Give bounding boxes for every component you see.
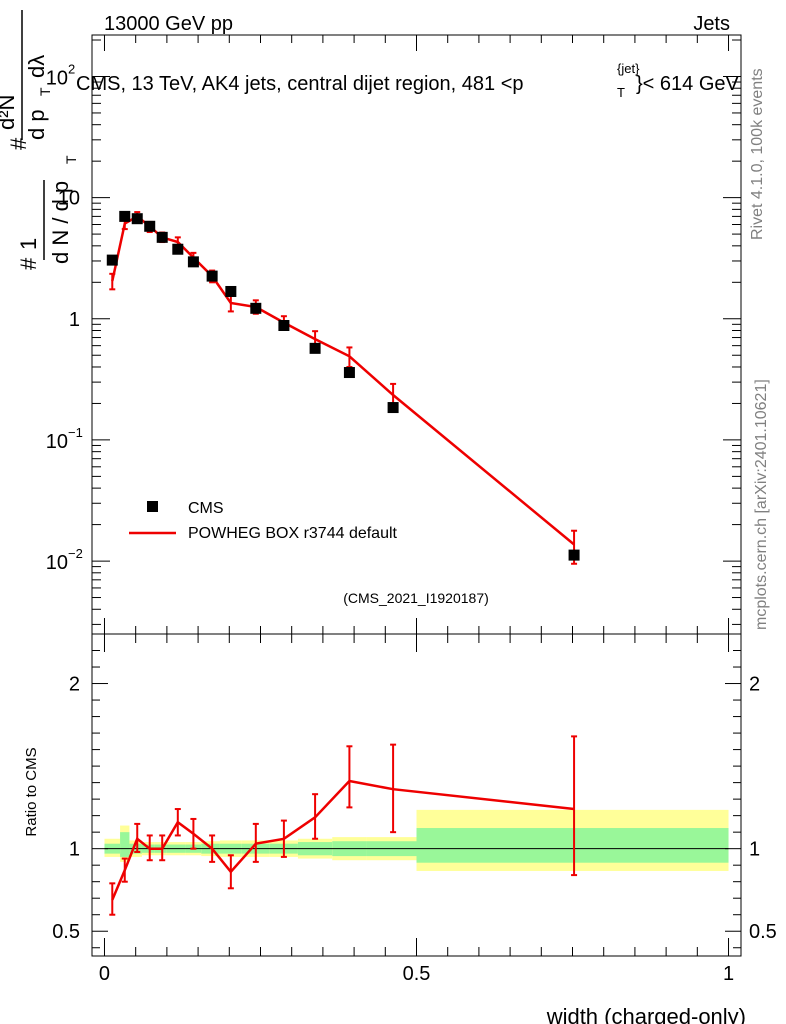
main-y-tick-label: 10 bbox=[46, 431, 68, 453]
chart-title-sup: {jet} bbox=[617, 61, 640, 76]
header-right: Jets bbox=[693, 13, 730, 35]
main-ylabel-hash2: # bbox=[6, 137, 31, 150]
mcplots-label: mcplots.cern.ch [arXiv:2401.10621] bbox=[753, 379, 770, 630]
analysis-id-annotation: (CMS_2021_I1920187) bbox=[343, 590, 489, 606]
cms-data-point bbox=[278, 319, 290, 331]
ratio-y-tick-label-right: 1 bbox=[749, 839, 760, 861]
rivet-label: Rivet 4.1.0, 100k events bbox=[749, 68, 766, 240]
ratio-mc-line bbox=[111, 779, 575, 901]
cms-data-point bbox=[343, 367, 355, 379]
main-ylabel-dlam: dλ bbox=[24, 55, 49, 78]
cms-data-point bbox=[187, 256, 199, 268]
chart-title-main: CMS, 13 TeV, AK4 jets, central dijet reg… bbox=[76, 73, 524, 95]
main-y-tick-label: 10 bbox=[46, 552, 68, 574]
ratio-mc-series bbox=[109, 735, 578, 916]
ratio-y-tick-label: 1 bbox=[69, 839, 80, 861]
cms-data-point bbox=[106, 254, 118, 266]
main-ylabel-numerator: 1 bbox=[16, 238, 41, 250]
ratio-x-tick-label: 0.5 bbox=[403, 963, 431, 985]
ratio-uncertainty-bands bbox=[104, 809, 729, 871]
main-y-tick-exponent: −2 bbox=[68, 546, 83, 561]
ratio-ylabel: Ratio to CMS bbox=[23, 747, 40, 836]
main-ylabel: # 1 d N / d p T # d²N d p T dλ bbox=[0, 10, 79, 270]
main-y-tick-label: 10 bbox=[46, 67, 68, 89]
ratio-y-tick-label-right: 2 bbox=[749, 674, 760, 696]
cms-data-point bbox=[131, 213, 143, 225]
legend-marker-cms bbox=[147, 501, 158, 512]
legend: CMS POWHEG BOX r3744 default bbox=[129, 500, 398, 542]
main-y-tick-exponent: −1 bbox=[68, 425, 83, 440]
header-left: 13000 GeV pp bbox=[104, 13, 233, 35]
cms-data-point bbox=[144, 220, 156, 232]
cms-data-point bbox=[119, 210, 131, 222]
ratio-band-inner bbox=[416, 828, 729, 863]
main-ylabel-d2n: d²N bbox=[0, 95, 19, 130]
cms-data-point bbox=[250, 302, 262, 314]
main-y-minor-ticks bbox=[92, 39, 741, 625]
ratio-y-tick-label: 2 bbox=[69, 674, 80, 696]
legend-label-powheg: POWHEG BOX r3744 default bbox=[188, 525, 398, 542]
main-frame bbox=[91, 34, 742, 635]
ratio-y-tick-label: 0.5 bbox=[52, 921, 80, 943]
main-ylabel-denominator: d N / d p bbox=[48, 181, 73, 264]
cms-data-point bbox=[309, 342, 321, 354]
ratio-frame bbox=[91, 633, 742, 957]
ratio-x-tick-label: 0 bbox=[99, 963, 110, 985]
ratio-x-tick-label: 1 bbox=[723, 963, 734, 985]
cms-series bbox=[106, 210, 580, 561]
cms-data-point bbox=[156, 231, 168, 243]
ratio-y-tick-label-right: 0.5 bbox=[749, 921, 777, 943]
legend-label-cms: CMS bbox=[188, 500, 224, 517]
chart-title-tail: }< 614 GeV bbox=[636, 73, 740, 95]
main-y-tick-label: 10 bbox=[58, 188, 80, 210]
mc-line bbox=[111, 214, 575, 546]
chart-title: CMS, 13 TeV, AK4 jets, central dijet reg… bbox=[76, 61, 740, 100]
cms-data-point bbox=[206, 270, 218, 282]
main-ylabel-hash: # bbox=[16, 257, 41, 270]
ratio-band-inner bbox=[120, 832, 130, 857]
cms-data-point bbox=[172, 243, 184, 255]
main-y-tick-exponent: 2 bbox=[68, 61, 75, 76]
main-ylabel-sub2: T bbox=[37, 87, 53, 96]
cms-data-point bbox=[225, 285, 237, 297]
ratio-panel: 0.5 0.5 1 1 2 2 0 0.5 1 bbox=[52, 633, 777, 985]
main-y-tick-label: 1 bbox=[69, 309, 80, 331]
x-axis-title: width (charged-only) bbox=[546, 1004, 746, 1024]
main-ylabel-sub: T bbox=[63, 155, 79, 164]
mc-series bbox=[109, 211, 578, 565]
cms-data-point bbox=[568, 549, 580, 561]
cms-data-point bbox=[387, 402, 399, 414]
main-ylabel-dpt: d p bbox=[24, 109, 49, 140]
chart-title-sub: T bbox=[617, 85, 625, 100]
